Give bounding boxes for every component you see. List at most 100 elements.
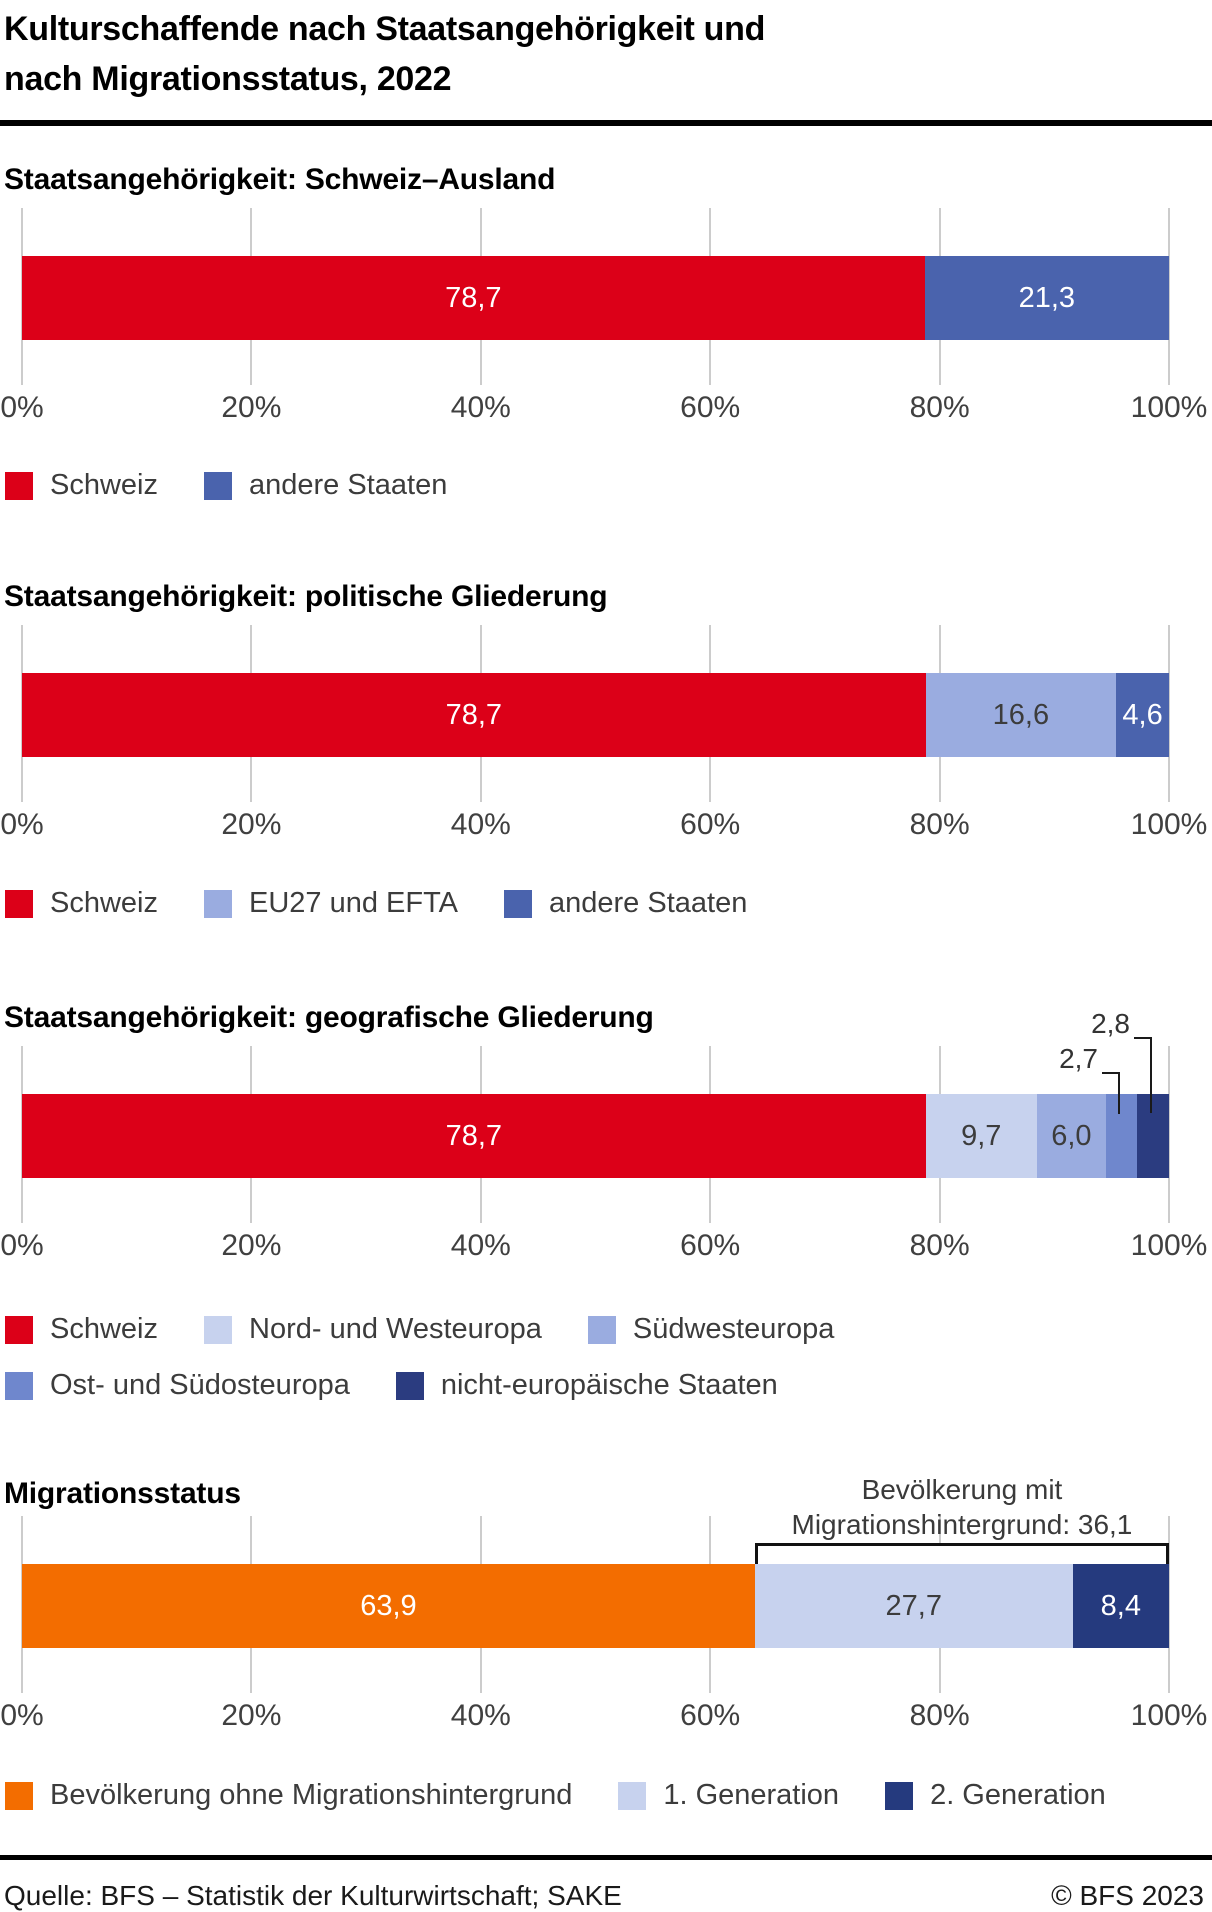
chart-heading: Staatsangehörigkeit: geografische Gliede… [4,1001,654,1034]
axis-tick-20: 20% [221,391,282,424]
stacked-bar: 78,7 16,6 4,6 [22,673,1169,757]
legend-item-nicht-europ-ische-staaten: nicht-europäische Staaten [395,1369,778,1402]
legend-swatch-1-generation [618,1781,647,1810]
top-rule [0,120,1212,126]
stacked-bar: 78,7 9,7 6,0 [22,1094,1169,1178]
axis-tick-100: 100% [1130,1229,1208,1262]
axis-tick-20: 20% [221,1699,282,1732]
legend-item-schweiz: Schweiz [5,887,158,920]
bar-segment-schweiz: 78,7 [22,1094,926,1178]
legend-swatch-andere-staaten [504,889,533,918]
legend-swatch-schweiz [5,1315,33,1344]
axis-tick-40: 40% [450,1699,511,1732]
migration-background-bracket [754,1543,1169,1564]
legend: Schweiz andere Staaten [5,469,1212,502]
bar-segment-nicht-europ-ische-staaten [1136,1094,1169,1178]
plot-area: 78,7 16,6 4,6 [21,625,1170,802]
axis-tick-0: 0% [0,1699,44,1732]
axis: 0% 20% 40% 60% 80% 100% [0,1699,1207,1733]
bar-segment-1-generation: 27,7 [754,1564,1073,1648]
bar-segment-schweiz: 78,7 [22,673,926,757]
axis-tick-60: 60% [680,391,741,424]
legend-item-eu27-und-efta: EU27 und EFTA [204,887,458,920]
legend-swatch-schweiz [5,471,33,500]
legend-label: Schweiz [50,1313,158,1345]
chart-heading: Staatsangehörigkeit: politische Gliederu… [4,580,608,613]
bar-segment-nord-und-westeuropa: 9,7 [925,1094,1037,1178]
bar-segment-andere-staaten: 21,3 [924,256,1169,340]
axis-tick-100: 100% [1130,391,1208,424]
legend-swatch-nord-und-westeuropa [204,1315,232,1344]
bar-segment-andere-staaten: 4,6 [1116,673,1169,757]
bar-segment-eu27-und-efta: 16,6 [925,673,1117,757]
segment-value-label: 4,6 [1122,698,1163,731]
segment-value-label: 6,0 [1051,1119,1092,1152]
axis-tick-0: 0% [0,1229,44,1262]
legend-label: andere Staaten [549,887,748,919]
stacked-bar: 63,9 27,7 8,4 [22,1564,1169,1648]
callout-label-nicht-europaeische-staaten: 2,8 [1044,1009,1130,1039]
chart-section-nationality-ch-abroad: Staatsangehörigkeit: Schweiz–Ausland 78,… [0,163,1212,502]
page-title-line1: Kulturschaffende nach Staatsangehörigkei… [4,10,766,48]
bar-segment-ost-und-s-dosteuropa [1105,1094,1137,1178]
segment-value-label: 27,7 [885,1589,942,1622]
legend-swatch-eu27-und-efta [204,889,232,918]
legend-item-bev-lkerung-ohne-migrationshintergrund: Bevölkerung ohne Migrationshintergrund [5,1779,572,1812]
migration-background-annotation: Bevölkerung mit Migrationshintergrund: 3… [755,1472,1169,1542]
legend-label: 2. Generation [930,1779,1106,1811]
axis-tick-40: 40% [450,391,511,424]
axis-tick-100: 100% [1130,808,1208,841]
stacked-bar: 78,7 21,3 [22,256,1169,340]
callout-label-ost-und-suedosteuropa: 2,7 [1012,1044,1098,1074]
axis-tick-80: 80% [909,1699,970,1732]
axis: 0% 20% 40% 60% 80% 100% [0,391,1207,425]
legend-swatch-ost-und-s-dosteuropa [5,1371,33,1400]
legend-row: Schweiz Nord- und Westeuropa Südwesteuropa [5,1313,1212,1346]
axis-tick-60: 60% [680,1229,741,1262]
legend-label: Schweiz [50,887,158,919]
axis-tick-80: 80% [909,391,970,424]
chart-section-migration-status: Migrationsstatus Bevölkerung mit Migrati… [0,1474,1212,1812]
plot-area: Bevölkerung mit Migrationshintergrund: 3… [21,1474,1170,1693]
segment-value-label: 8,4 [1100,1589,1141,1622]
axis-tick-100: 100% [1130,1699,1208,1732]
legend-label: Schweiz [50,469,158,501]
axis-tick-0: 0% [0,391,44,424]
bottom-rule [0,1855,1212,1860]
gridline-100 [1168,1046,1170,1223]
axis-tick-60: 60% [680,1699,741,1732]
legend-swatch-schweiz [5,889,33,918]
chart-heading: Migrationsstatus [4,1477,241,1510]
legend-label: Nord- und Westeuropa [249,1313,542,1345]
legend-item-2-generation: 2. Generation [885,1779,1106,1812]
gridline-100 [1168,1516,1170,1693]
legend-item-ost-und-s-dosteuropa: Ost- und Südosteuropa [5,1369,350,1402]
legend-swatch-nicht-europ-ische-staaten [395,1371,424,1400]
segment-value-label: 78,7 [445,698,503,731]
axis: 0% 20% 40% 60% 80% 100% [0,1229,1207,1263]
axis-tick-80: 80% [909,1229,970,1262]
legend-row: Schweiz EU27 und EFTA andere Staaten [5,887,1212,920]
axis: 0% 20% 40% 60% 80% 100% [0,808,1207,842]
axis-tick-0: 0% [0,808,44,841]
legend-swatch-2-generation [885,1781,914,1810]
plot-area: 78,7 21,3 [21,208,1170,385]
chart-section-nationality-geographic: Staatsangehörigkeit: geografische Gliede… [0,1001,1212,1402]
legend: Bevölkerung ohne Migrationshintergrund 1.… [5,1779,1212,1812]
axis-tick-40: 40% [450,1229,511,1262]
legend-label: Ost- und Südosteuropa [50,1369,350,1401]
footer: Quelle: BFS – Statistik der Kulturwirtsc… [0,1880,1212,1912]
axis-tick-60: 60% [680,808,741,841]
segment-value-label: 78,7 [445,281,502,314]
legend-label: Bevölkerung ohne Migrationshintergrund [50,1779,573,1811]
legend-row: Bevölkerung ohne Migrationshintergrund 1.… [5,1779,1212,1812]
segment-value-label: 9,7 [961,1119,1002,1152]
annotation-line2: Migrationshintergrund: 36,1 [791,1509,1133,1540]
legend-swatch-bev-lkerung-ohne-migrationshintergrund [5,1781,33,1810]
bar-segment-schweiz: 78,7 [22,256,925,340]
segment-value-label: 16,6 [992,698,1050,731]
source-text: Quelle: BFS – Statistik der Kulturwirtsc… [4,1880,622,1911]
legend-label: EU27 und EFTA [249,887,459,919]
bar-segment-bev-lkerung-ohne-migrationshintergrund: 63,9 [22,1564,755,1648]
gridline-100 [1168,208,1170,385]
